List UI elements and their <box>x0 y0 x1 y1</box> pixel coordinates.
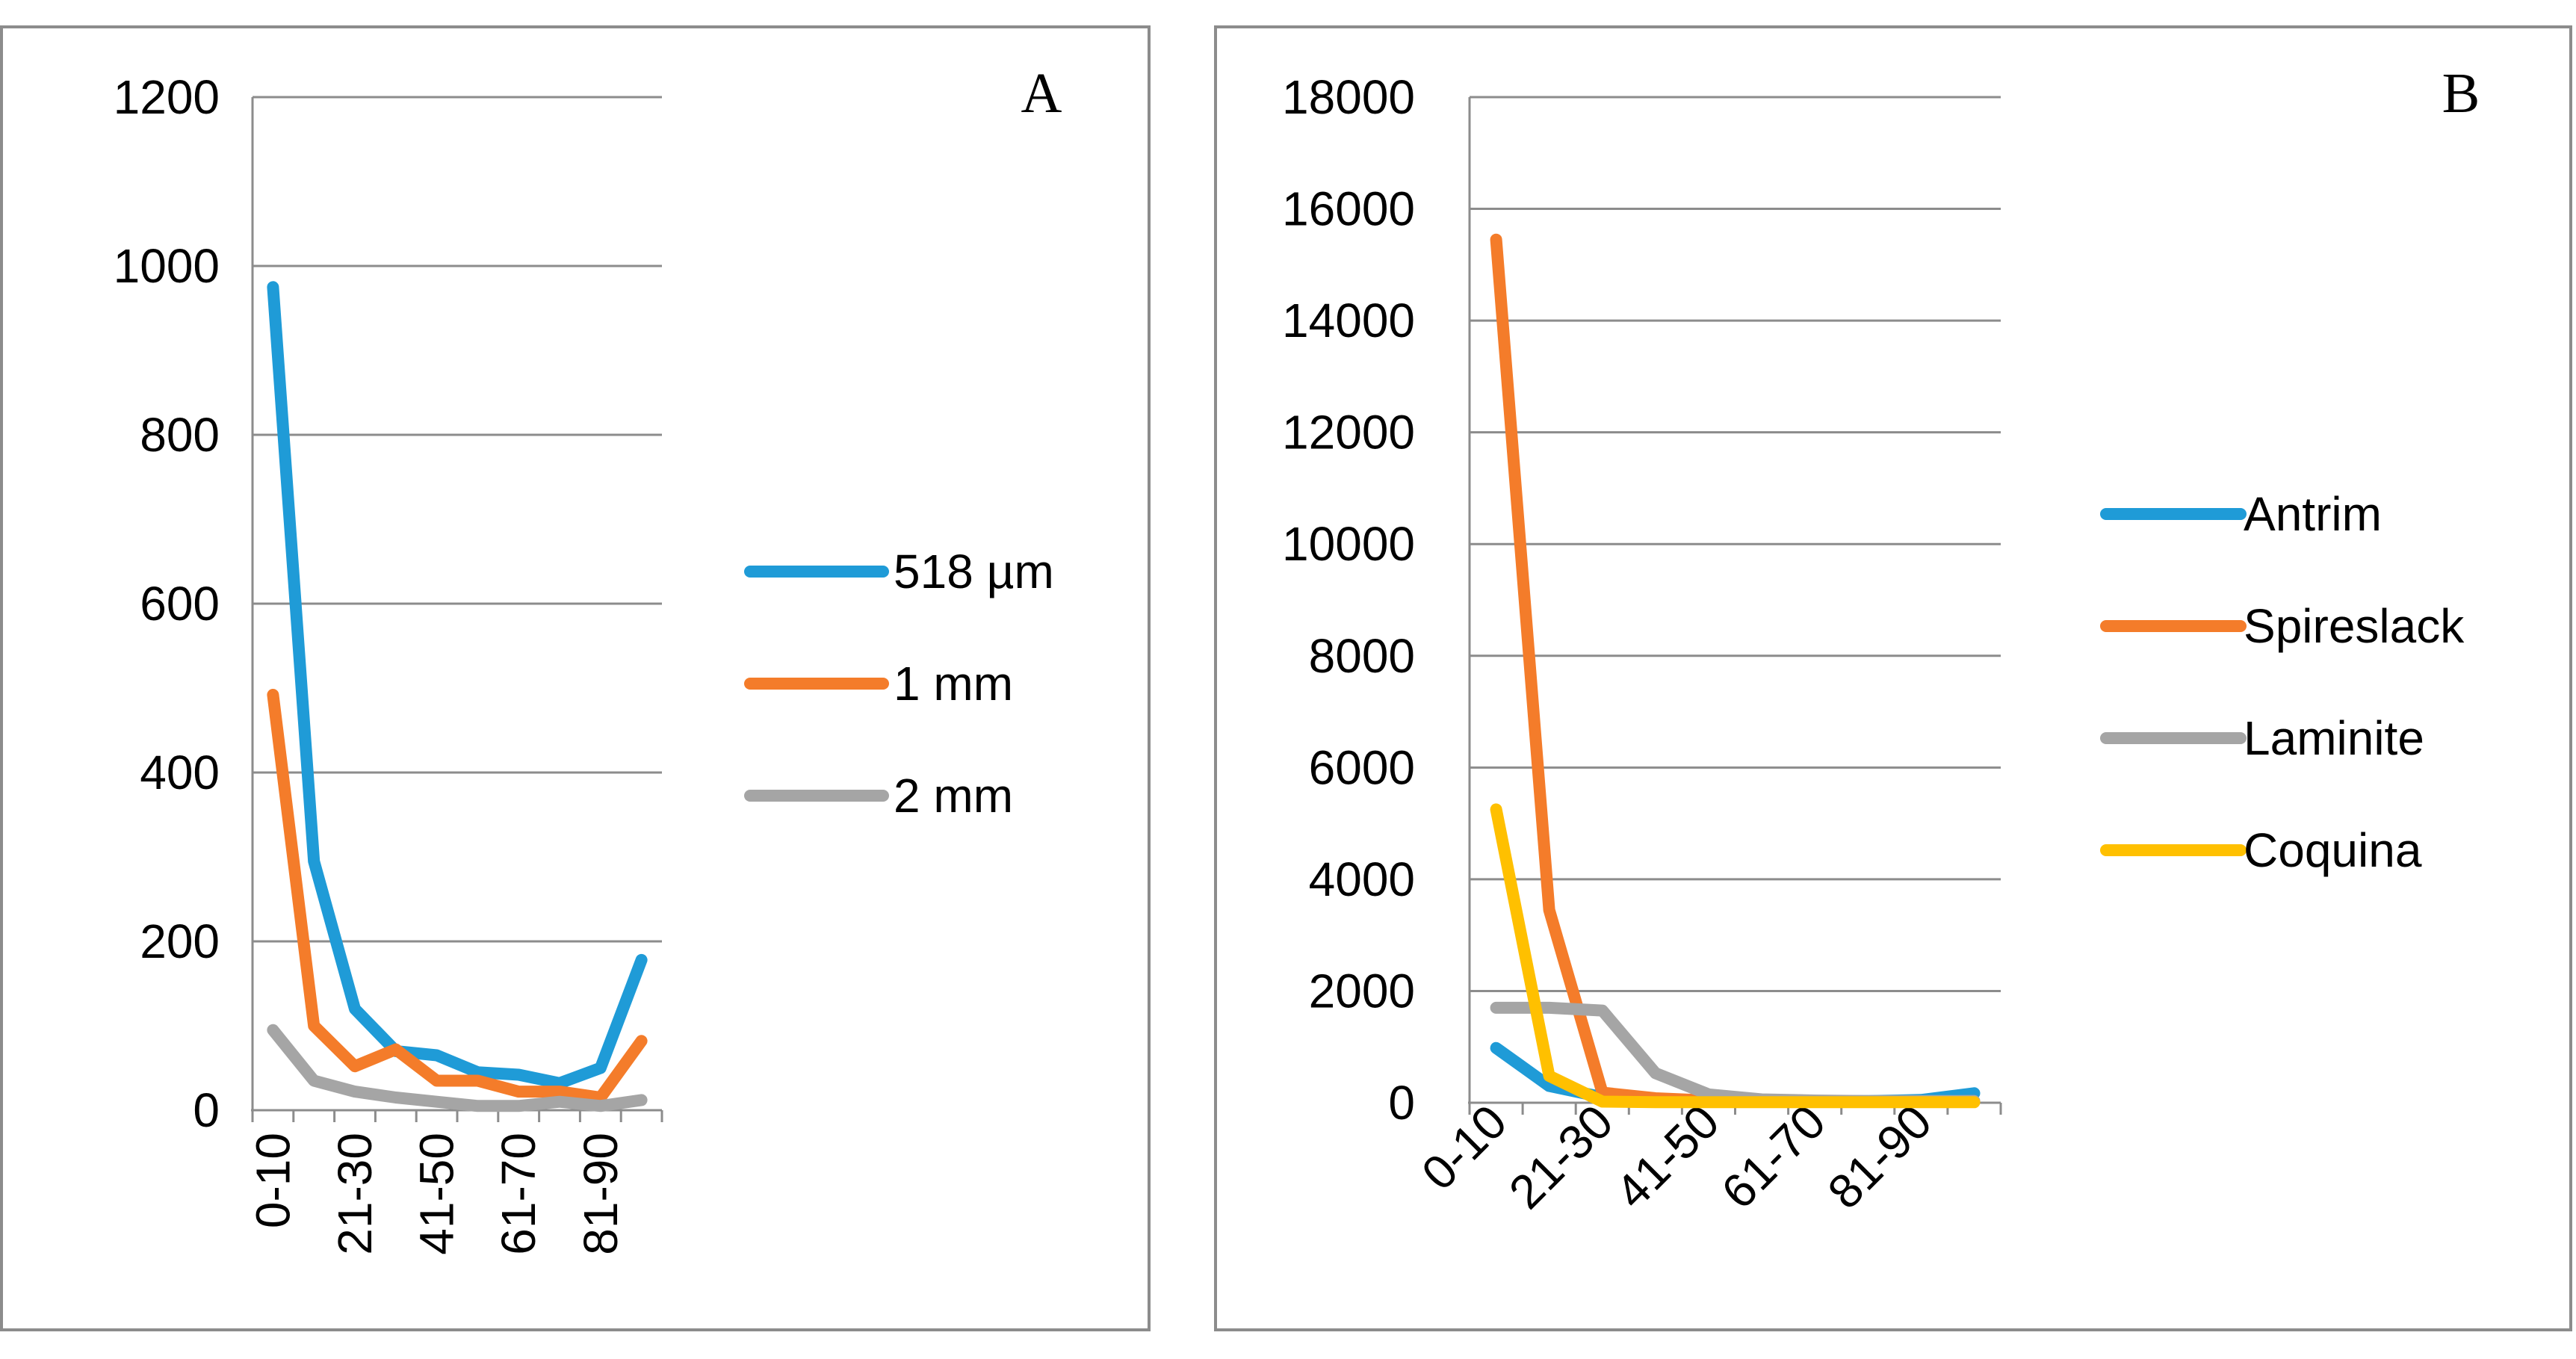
chart-a-x-tick-label: 61-70 <box>492 1133 545 1255</box>
chart-a-y-tick-label: 0 <box>193 1083 220 1137</box>
chart-a-x-tick-label: 0-10 <box>246 1133 300 1228</box>
chart-b-y-tick-label: 2000 <box>1309 964 1415 1018</box>
chart-a-y-tick-label: 800 <box>140 408 220 462</box>
chart-b-x-tick-label: 21-30 <box>1499 1095 1623 1219</box>
chart-b-legend-label: Laminite <box>2244 711 2424 765</box>
chart-a-legend-label: 518 µm <box>894 545 1054 598</box>
chart-b-panel-letter: B <box>2442 62 2480 125</box>
chart-b-y-tick-label: 18000 <box>1282 70 1415 124</box>
chart-a-series-line-1 <box>267 281 648 1089</box>
chart-a-y-tick-label: 600 <box>140 577 220 631</box>
chart-a-legend-label: 2 mm <box>894 769 1013 823</box>
chart-a-series-line-3 <box>267 1024 648 1112</box>
chart-a-x-tick-label: 81-90 <box>574 1133 628 1255</box>
chart-b-y-tick-label: 10000 <box>1282 517 1415 571</box>
chart-b-y-tick-label: 8000 <box>1309 629 1415 683</box>
chart-b-y-tick-label: 4000 <box>1309 852 1415 906</box>
chart-b-series-line-2 <box>1490 233 1981 1108</box>
chart-b-y-tick-label: 14000 <box>1282 294 1415 347</box>
chart-a-y-tick-label: 1200 <box>114 70 220 124</box>
chart-b-y-tick-label: 0 <box>1388 1076 1415 1130</box>
chart-b-legend-label: Coquina <box>2244 823 2422 877</box>
chart-a-legend-label: 1 mm <box>894 657 1013 711</box>
chart-a-x-tick-label: 41-50 <box>410 1133 464 1255</box>
chart-a-series-line-2 <box>267 689 648 1103</box>
chart-a-svg: 0 200 400 600 800 1000 1200 0-10 21-30 41-50 61-70… <box>114 62 1062 1255</box>
chart-a-y-tick-label: 400 <box>140 746 220 799</box>
chart-b-y-tick-label: 6000 <box>1309 740 1415 794</box>
chart-b-x-tick-label: 41-50 <box>1605 1095 1730 1219</box>
chart-a-panel-letter: A <box>1021 62 1062 125</box>
chart-b-x-tick-label: 61-70 <box>1711 1095 1836 1219</box>
chart-b-legend-label: Spireslack <box>2244 599 2465 653</box>
chart-a-y-tick-label: 200 <box>140 914 220 968</box>
chart-b-x-tick-label: 81-90 <box>1818 1095 1942 1219</box>
chart-panel-b: 0 2000 4000 6000 8000 10000 12000 14000 16000 180… <box>1214 25 2572 1331</box>
chart-b-legend-label: Antrim <box>2244 487 2382 541</box>
chart-panel-a: 0 200 400 600 800 1000 1200 0-10 21-30 41-50 61-70… <box>0 25 1151 1331</box>
chart-b-series-line-4 <box>1490 803 1981 1109</box>
chart-b-y-tick-label: 16000 <box>1282 182 1415 236</box>
chart-b-y-tick-label: 12000 <box>1282 406 1415 459</box>
chart-a-y-tick-label: 1000 <box>114 239 220 293</box>
chart-a-x-tick-label: 21-30 <box>328 1133 382 1255</box>
chart-b-svg: 0 2000 4000 6000 8000 10000 12000 14000 16000 180… <box>1282 62 2480 1219</box>
